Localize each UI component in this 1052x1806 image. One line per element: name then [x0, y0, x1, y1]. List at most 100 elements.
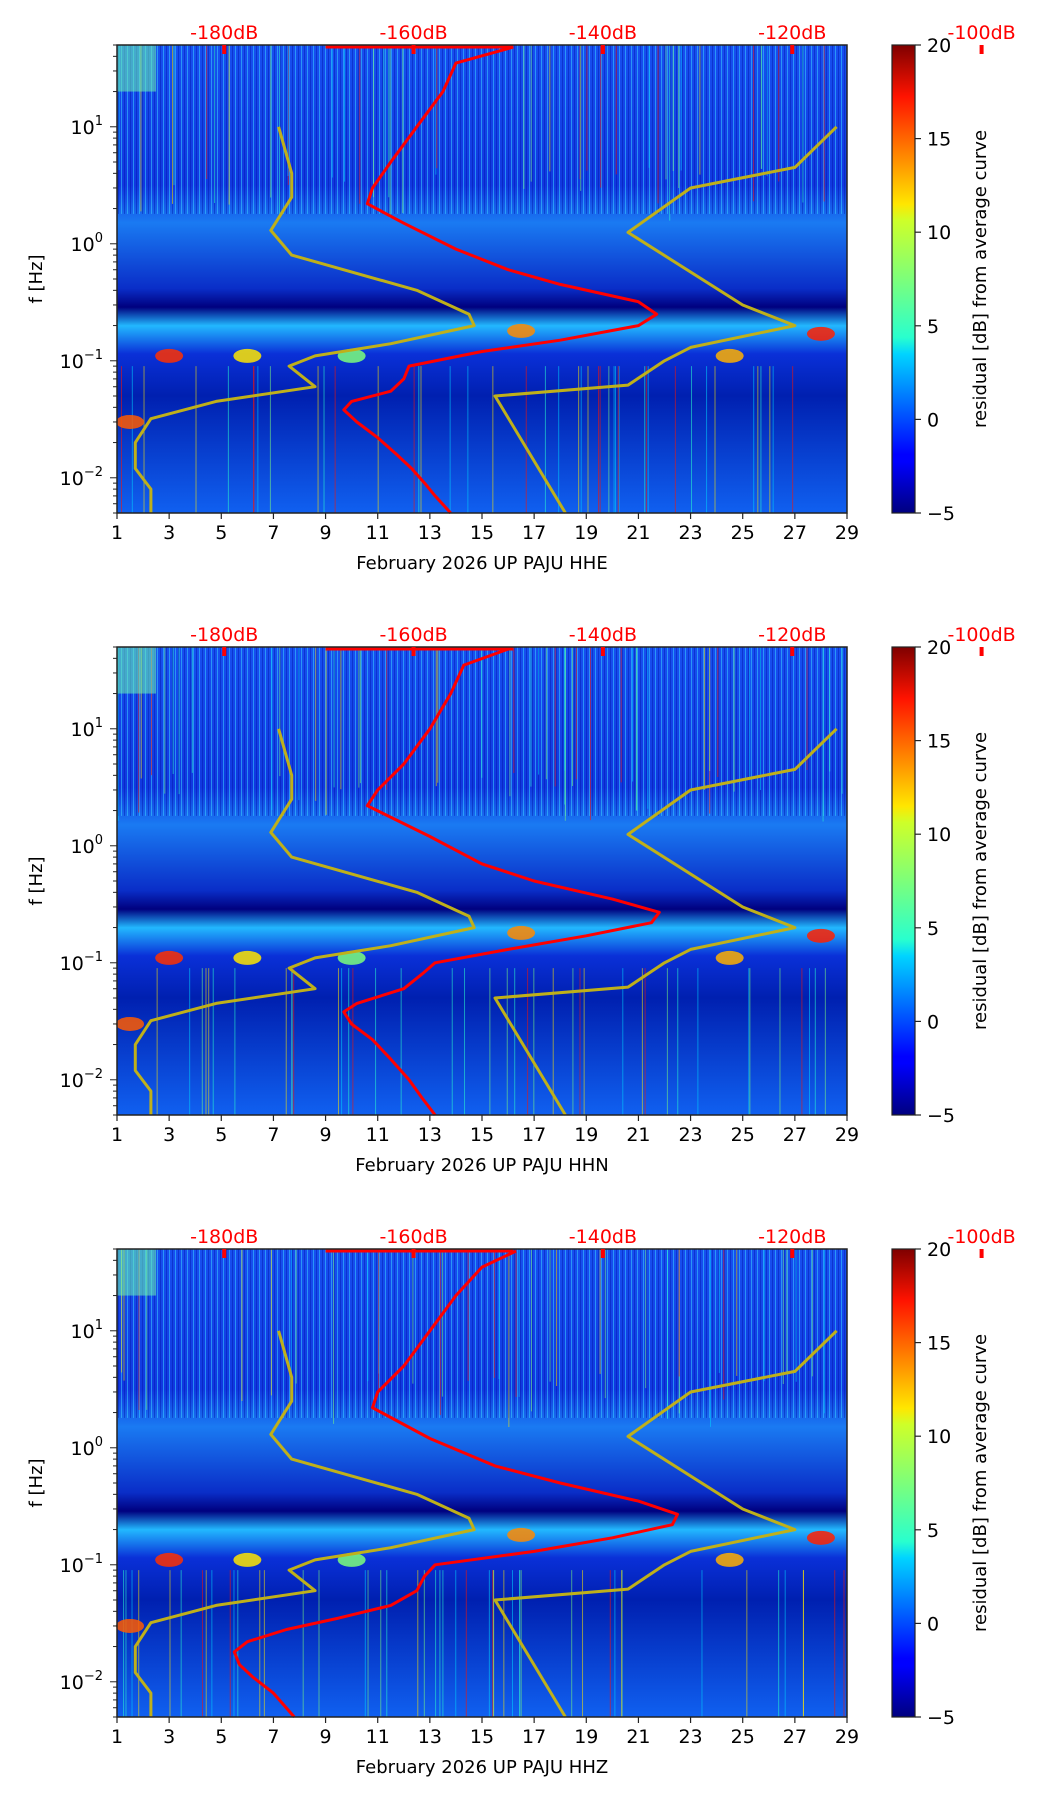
- db-tick-mark: [222, 1249, 227, 1258]
- db-tick-label: -140dB: [569, 1226, 637, 1248]
- db-tick-label: -120dB: [758, 624, 826, 646]
- db-tick-label: -180dB: [190, 1226, 258, 1248]
- y-tick-label: 100: [71, 1435, 103, 1460]
- x-tick-label: 7: [267, 1726, 279, 1748]
- colorbar-tick-label: −5: [927, 1105, 955, 1127]
- y-axis-label: f [Hz]: [26, 1458, 47, 1507]
- hotspot: [715, 348, 744, 363]
- reference-curve-low: [133, 728, 476, 1115]
- db-tick-mark: [979, 647, 984, 656]
- db-tick-label: -100dB: [947, 1226, 1015, 1248]
- db-tick-label: -180dB: [190, 22, 258, 44]
- colorbar-label: residual [dB] from average curve: [970, 1334, 991, 1632]
- y-tick-label: 10−1: [60, 348, 103, 373]
- x-tick-label: 1: [111, 1124, 123, 1146]
- hotspot: [155, 348, 184, 363]
- colorbar-tick-label: 20: [927, 637, 951, 659]
- x-tick-label: 25: [731, 1124, 755, 1146]
- x-tick-label: 3: [163, 1124, 175, 1146]
- x-tick-label: 15: [470, 1726, 494, 1748]
- db-tick-mark: [600, 647, 605, 656]
- hotspot: [155, 1552, 184, 1567]
- x-tick-label: 21: [626, 1124, 650, 1146]
- x-tick-label: 5: [215, 1726, 227, 1748]
- colorbar-tick-label: 5: [927, 1520, 939, 1542]
- hotspot: [117, 1249, 157, 1296]
- x-tick-label: 23: [678, 522, 702, 544]
- x-tick-label: 13: [418, 1726, 442, 1748]
- colorbar-tick-label: 10: [927, 1426, 951, 1448]
- hotspot: [117, 647, 157, 694]
- hotspot: [233, 1552, 262, 1567]
- x-tick-label: 17: [522, 1726, 546, 1748]
- x-tick-label: 7: [267, 522, 279, 544]
- x-tick-label: 9: [320, 522, 332, 544]
- hotspot: [507, 323, 536, 338]
- x-tick-label: 21: [626, 522, 650, 544]
- x-tick-label: 19: [574, 522, 598, 544]
- x-tick-label: 15: [470, 522, 494, 544]
- x-tick-label: 27: [783, 1124, 807, 1146]
- db-tick-label: -100dB: [947, 22, 1015, 44]
- y-axis-label: f [Hz]: [26, 856, 47, 905]
- x-tick-label: 1: [111, 522, 123, 544]
- colorbar-tick-label: −5: [927, 1707, 955, 1729]
- colorbar-tick-label: 0: [927, 409, 939, 431]
- x-tick-label: 13: [418, 1124, 442, 1146]
- db-tick-mark: [600, 45, 605, 54]
- x-tick-label: 5: [215, 522, 227, 544]
- reference-curve-high: [493, 1329, 838, 1718]
- hotspot: [233, 348, 262, 363]
- hotspot: [116, 1618, 145, 1633]
- hotspot: [116, 414, 145, 429]
- x-tick-label: 17: [522, 522, 546, 544]
- y-tick-label: 101: [71, 114, 103, 139]
- y-tick-label: 10−2: [60, 1067, 103, 1092]
- x-tick-label: 11: [366, 1124, 390, 1146]
- x-tick-label: 9: [320, 1124, 332, 1146]
- x-tick-label: 21: [626, 1726, 650, 1748]
- x-tick-label: 7: [267, 1124, 279, 1146]
- x-tick-label: 25: [731, 1726, 755, 1748]
- colorbar-tick-label: 20: [927, 35, 951, 57]
- db-tick-label: -160dB: [379, 1226, 447, 1248]
- db-tick-label: -120dB: [758, 1226, 826, 1248]
- hotspot: [715, 1552, 744, 1567]
- hotspot: [715, 950, 744, 965]
- x-tick-label: 23: [678, 1124, 702, 1146]
- colorbar-tick-label: 15: [927, 129, 951, 151]
- y-tick-label: 100: [71, 231, 103, 256]
- x-tick-label: 11: [366, 1726, 390, 1748]
- db-tick-mark: [411, 647, 416, 656]
- db-tick-mark: [790, 1249, 795, 1258]
- reference-curve-high: [493, 727, 838, 1116]
- reference-curve-low: [133, 1330, 476, 1717]
- x-tick-label: 15: [470, 1124, 494, 1146]
- db-tick-mark: [790, 45, 795, 54]
- hotspot: [806, 326, 835, 341]
- noise-psd-curve: [232, 1249, 679, 1718]
- db-tick-mark: [790, 647, 795, 656]
- colorbar-tick-label: 15: [927, 731, 951, 753]
- x-tick-label: 27: [783, 1726, 807, 1748]
- noise-psd-curve: [342, 45, 659, 515]
- x-tick-label: 19: [574, 1124, 598, 1146]
- colorbar-tick-label: 10: [927, 222, 951, 244]
- db-tick-mark: [222, 647, 227, 656]
- db-tick-mark: [979, 1249, 984, 1258]
- x-tick-label: 3: [163, 1726, 175, 1748]
- x-tick-label: 23: [678, 1726, 702, 1748]
- x-tick-label: 3: [163, 522, 175, 544]
- hotspot: [806, 928, 835, 943]
- y-tick-label: 101: [71, 716, 103, 741]
- hotspot: [116, 1016, 145, 1031]
- colorbar-tick-label: 10: [927, 824, 951, 846]
- db-tick-mark: [411, 45, 416, 54]
- y-tick-label: 10−2: [60, 1669, 103, 1694]
- hotspot: [117, 45, 157, 92]
- hotspot: [806, 1530, 835, 1545]
